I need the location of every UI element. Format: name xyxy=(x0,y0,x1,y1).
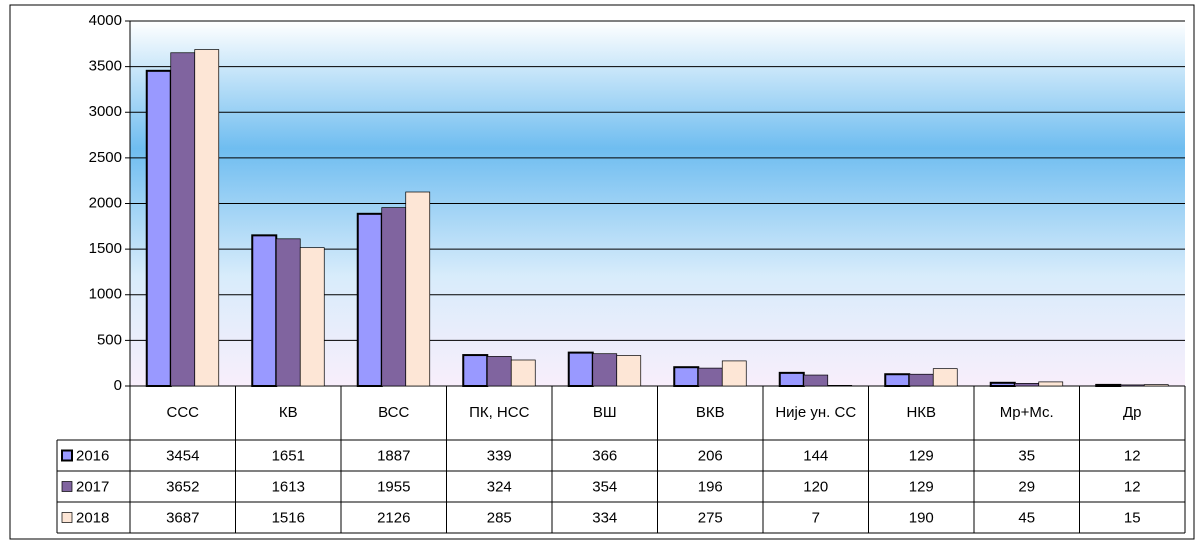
legend-key xyxy=(61,481,73,492)
legend-key xyxy=(61,512,73,523)
table-value: 275 xyxy=(698,509,723,526)
x-tick-label: НКВ xyxy=(906,404,937,421)
bar xyxy=(299,247,325,387)
bar xyxy=(510,359,536,387)
table-value: 324 xyxy=(487,478,512,495)
category-cell: ВШ xyxy=(592,404,617,421)
x-tick-label: ССС xyxy=(166,404,200,421)
bar xyxy=(592,353,618,387)
y-tick-label: 3500 xyxy=(89,58,122,75)
bar xyxy=(908,373,934,387)
x-tick-label: Није ун. СС xyxy=(775,404,857,421)
legend-key xyxy=(61,449,73,462)
bar xyxy=(1119,384,1145,387)
bar xyxy=(1014,383,1040,387)
table-value: 120 xyxy=(803,478,828,495)
x-tick-label: ВСС xyxy=(378,404,410,421)
x-tick-label: ПК, НСС xyxy=(469,404,530,421)
table-value: 144 xyxy=(803,447,828,464)
bar xyxy=(1038,381,1064,387)
y-tick-label: 1000 xyxy=(89,286,122,303)
table-value: 3687 xyxy=(166,509,199,526)
bar xyxy=(989,381,1016,387)
category-cell: Др xyxy=(1122,404,1142,421)
table-value: 3454 xyxy=(166,447,199,464)
bar xyxy=(145,69,172,387)
bar xyxy=(567,351,594,388)
bar xyxy=(194,49,220,387)
x-tick-label: Др xyxy=(1122,404,1142,421)
category-cell: ССС xyxy=(166,404,200,421)
bar xyxy=(827,385,853,387)
table-value: 2126 xyxy=(377,509,410,526)
y-tick-label: 2000 xyxy=(89,194,122,211)
bar xyxy=(1143,384,1169,387)
table-value: 15 xyxy=(1124,509,1141,526)
legend-label: 2016 xyxy=(76,447,109,464)
table-value: 12 xyxy=(1124,447,1141,464)
x-tick-label: Мр+Мс. xyxy=(999,404,1054,421)
table-value: 1955 xyxy=(377,478,410,495)
bar xyxy=(170,52,196,387)
table-value: 285 xyxy=(487,509,512,526)
table-value: 1651 xyxy=(272,447,305,464)
table-value: 339 xyxy=(487,447,512,464)
bar xyxy=(884,373,911,388)
x-tick-label: ВШ xyxy=(592,404,617,421)
category-cell: Није ун. СС xyxy=(775,404,857,421)
table-value: 334 xyxy=(592,509,617,526)
bar xyxy=(381,207,407,387)
table-value: 45 xyxy=(1018,509,1035,526)
x-tick-label: ВКВ xyxy=(695,404,725,421)
table-value: 366 xyxy=(592,447,617,464)
table-value: 1887 xyxy=(377,447,410,464)
table-value: 3652 xyxy=(166,478,199,495)
bar xyxy=(462,354,489,388)
table-value: 129 xyxy=(909,447,934,464)
bar xyxy=(803,374,829,387)
table-value: 196 xyxy=(698,478,723,495)
y-tick-label: 3000 xyxy=(89,103,122,120)
y-tick-label: 500 xyxy=(97,331,122,348)
bar xyxy=(721,360,747,387)
bar xyxy=(932,368,958,387)
legend-label: 2018 xyxy=(76,509,109,526)
category-cell: Мр+Мс. xyxy=(999,404,1054,421)
table-value: 7 xyxy=(812,509,820,526)
category-cell: КВ xyxy=(278,404,298,421)
bar xyxy=(616,355,642,387)
bar xyxy=(356,212,383,387)
bar xyxy=(251,234,278,387)
bar xyxy=(405,191,431,387)
table-value: 206 xyxy=(698,447,723,464)
table-value: 12 xyxy=(1124,478,1141,495)
bar xyxy=(486,356,512,387)
category-cell: НКВ xyxy=(906,404,937,421)
y-tick-label: 0 xyxy=(114,377,122,394)
bar xyxy=(1095,383,1122,387)
table-value: 354 xyxy=(592,478,617,495)
bar xyxy=(697,367,723,387)
table-value: 1516 xyxy=(272,509,305,526)
category-cell: ВСС xyxy=(378,404,410,421)
bar xyxy=(275,238,301,387)
y-tick-label: 2500 xyxy=(89,149,122,166)
legend-label: 2017 xyxy=(76,478,109,495)
y-tick-label: 4000 xyxy=(89,12,122,29)
table-value: 190 xyxy=(909,509,934,526)
category-cell: ВКВ xyxy=(695,404,725,421)
table-value: 1613 xyxy=(272,478,305,495)
table-value: 35 xyxy=(1018,447,1035,464)
table-value: 29 xyxy=(1018,478,1035,495)
category-cell: ПК, НСС xyxy=(469,404,530,421)
bar xyxy=(778,371,805,387)
bar xyxy=(673,366,700,388)
table-value: 129 xyxy=(909,478,934,495)
x-tick-label: КВ xyxy=(278,404,298,421)
y-tick-label: 1500 xyxy=(89,240,122,257)
